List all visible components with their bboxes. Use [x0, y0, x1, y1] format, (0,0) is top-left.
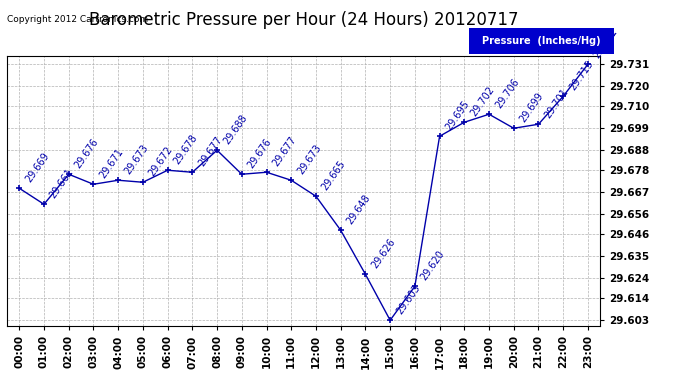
- Text: 29.669: 29.669: [23, 151, 51, 184]
- Text: 29.661: 29.661: [48, 167, 76, 200]
- Text: 29.648: 29.648: [345, 193, 373, 226]
- Text: 29.676: 29.676: [73, 136, 101, 170]
- Text: 29.678: 29.678: [172, 133, 199, 166]
- Text: Pressure  (Inches/Hg): Pressure (Inches/Hg): [482, 36, 601, 46]
- Text: 29.688: 29.688: [221, 113, 249, 146]
- Text: 29.603: 29.603: [394, 283, 422, 316]
- Text: 29.677: 29.677: [197, 135, 224, 168]
- Text: Copyright 2012 Cartronics.com: Copyright 2012 Cartronics.com: [7, 15, 148, 24]
- Text: 29.671: 29.671: [97, 147, 125, 180]
- Text: 29.620: 29.620: [419, 249, 446, 282]
- Text: Barometric Pressure per Hour (24 Hours) 20120717: Barometric Pressure per Hour (24 Hours) …: [89, 11, 518, 29]
- Text: 29.715: 29.715: [567, 58, 595, 92]
- Text: 29.731: 29.731: [592, 27, 620, 60]
- Text: 29.626: 29.626: [370, 237, 397, 270]
- Text: 29.672: 29.672: [147, 144, 175, 178]
- Text: 29.665: 29.665: [320, 159, 348, 192]
- Text: 29.676: 29.676: [246, 136, 273, 170]
- Text: 29.701: 29.701: [542, 87, 570, 120]
- Text: 29.677: 29.677: [270, 135, 298, 168]
- Text: 29.699: 29.699: [518, 91, 546, 124]
- Text: 29.702: 29.702: [469, 84, 496, 118]
- Text: 29.673: 29.673: [122, 142, 150, 176]
- Text: 29.706: 29.706: [493, 76, 521, 110]
- Text: 29.695: 29.695: [444, 99, 471, 132]
- Text: 29.673: 29.673: [295, 142, 323, 176]
